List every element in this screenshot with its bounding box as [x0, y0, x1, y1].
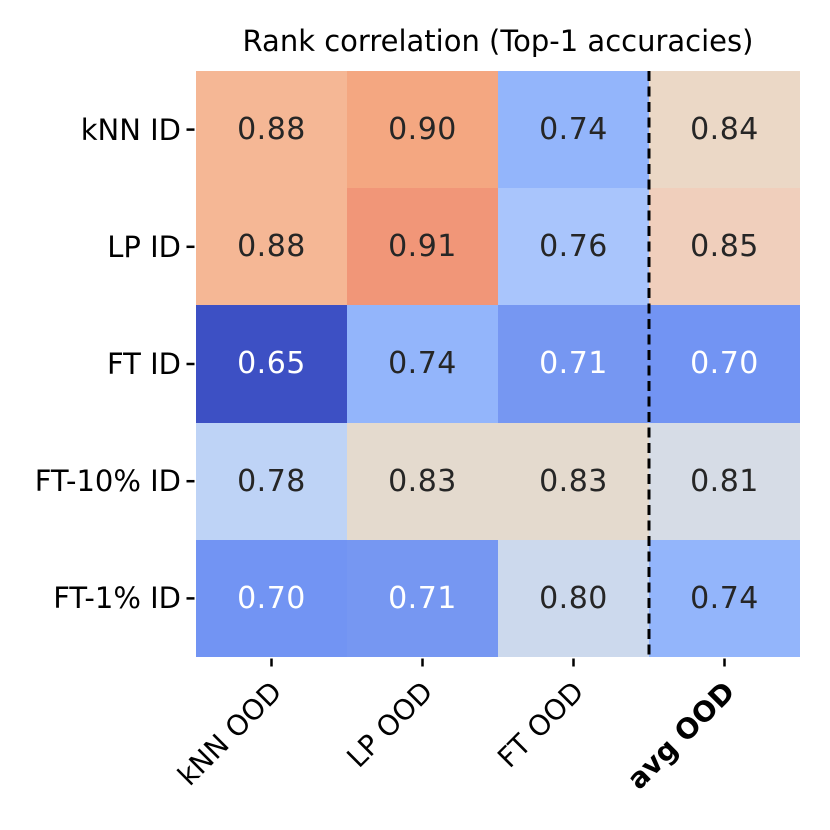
heatmap-cell-value: 0.78: [237, 463, 306, 499]
chart-title: Rank correlation (Top-1 accuracies): [242, 24, 754, 58]
heatmap-cell-value: 0.70: [237, 580, 306, 616]
heatmap-cell-value: 0.88: [237, 229, 306, 265]
heatmap-cell: 0.74: [347, 305, 498, 423]
heatmap-cell-value: 0.81: [690, 463, 759, 499]
heatmap-cell: 0.70: [196, 539, 347, 657]
x-tick-label: avg OOD: [620, 675, 741, 796]
heatmap-cell: 0.65: [196, 305, 347, 423]
y-tick-label: FT-10% ID: [34, 464, 181, 499]
heatmap-cell-value: 0.85: [690, 229, 759, 265]
y-tick-label: LP ID: [107, 229, 181, 264]
heatmap-cell-value: 0.74: [388, 346, 457, 382]
heatmap-cell: 0.88: [196, 188, 347, 306]
heatmap-cell-value: 0.74: [690, 580, 759, 616]
heatmap-cell: 0.90: [347, 71, 498, 189]
heatmap-cell: 0.71: [498, 305, 649, 423]
heatmap-cell-value: 0.80: [539, 580, 608, 616]
heatmap-cell: 0.91: [347, 188, 498, 306]
heatmap-cell: 0.70: [649, 305, 800, 423]
heatmap-cell-value: 0.91: [388, 229, 457, 265]
heatmap-cell: 0.81: [649, 422, 800, 540]
heatmap-cell-value: 0.83: [539, 463, 608, 499]
heatmap-cell: 0.74: [498, 71, 649, 189]
heatmap-grid: 0.88 0.90 0.74 0.84 0.88 0.91 0.76 0.85 0.65 0.74…: [196, 71, 800, 657]
heatmap-cell: 0.76: [498, 188, 649, 306]
y-tick-label: FT-1% ID: [53, 581, 181, 616]
heatmap-cell: 0.74: [649, 539, 800, 657]
heatmap-cell-value: 0.74: [539, 112, 608, 148]
heatmap-cell: 0.78: [196, 422, 347, 540]
y-tick-label: kNN ID: [80, 112, 181, 147]
heatmap-cell-value: 0.71: [539, 346, 608, 382]
heatmap-cell-value: 0.76: [539, 229, 608, 265]
heatmap-cell-value: 0.71: [388, 580, 457, 616]
x-tick-label: LP OOD: [339, 675, 439, 775]
x-tick-label: kNN OOD: [170, 675, 288, 793]
heatmap-cell-value: 0.83: [388, 463, 457, 499]
heatmap-cell: 0.83: [498, 422, 649, 540]
y-tick-label: FT ID: [107, 347, 181, 381]
heatmap-cell: 0.80: [498, 539, 649, 657]
x-tick-label: FT OOD: [490, 675, 590, 775]
heatmap-cell-value: 0.88: [237, 112, 306, 148]
heatmap-cell-value: 0.90: [388, 112, 457, 148]
heatmap-cell: 0.84: [649, 71, 800, 189]
heatmap-cell: 0.88: [196, 71, 347, 189]
heatmap-cell-value: 0.70: [690, 346, 759, 382]
heatmap-cell-value: 0.65: [237, 346, 306, 382]
heatmap-cell-value: 0.84: [690, 112, 759, 148]
heatmap-cell: 0.83: [347, 422, 498, 540]
heatmap-cell: 0.85: [649, 188, 800, 306]
heatmap-cell: 0.71: [347, 539, 498, 657]
